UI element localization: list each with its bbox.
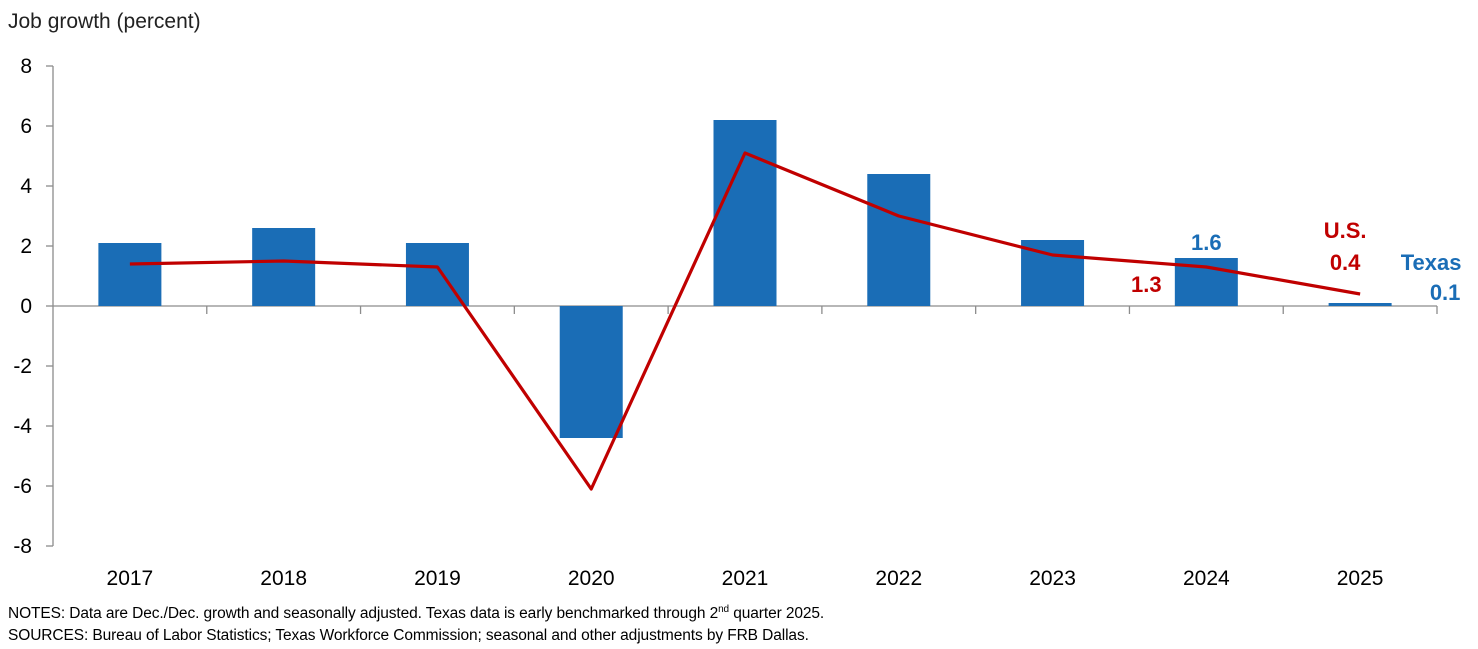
x-axis: 2017 2018 2019 2020 2021 2022 2023 2024 2025 xyxy=(53,305,1438,590)
x-tick-label: 2021 xyxy=(722,567,769,590)
y-tick-label: -2 xyxy=(13,355,32,378)
x-tick-label: 2017 xyxy=(107,567,154,590)
data-labels: 1.6 1.3 U.S. 0.4 Texas 0.1 xyxy=(1131,218,1461,305)
y-tick-label: 2 xyxy=(20,235,32,258)
bar-2020 xyxy=(559,306,623,438)
y-tick-label: 8 xyxy=(20,55,32,78)
x-tick-label: 2019 xyxy=(414,567,461,590)
bar-2025 xyxy=(1328,303,1392,306)
data-label-texas: 0.1 xyxy=(1430,280,1461,305)
y-tick-label: -8 xyxy=(13,535,32,558)
x-tick-label: 2022 xyxy=(875,567,922,590)
texas-bars xyxy=(98,120,1392,438)
notes-suffix: quarter 2025. xyxy=(729,605,825,623)
us-line xyxy=(129,151,1361,491)
data-label-us: 0.4 xyxy=(1330,250,1361,275)
bar-2017 xyxy=(98,243,162,306)
bar-2022 xyxy=(867,174,931,306)
data-label-texas: Texas xyxy=(1401,250,1462,275)
x-tick-label: 2025 xyxy=(1337,567,1384,590)
bar-2018 xyxy=(252,228,316,306)
y-tick-label: -6 xyxy=(13,475,32,498)
notes-text: NOTES: Data are Dec./Dec. growth and sea… xyxy=(8,604,824,623)
x-tick-label: 2024 xyxy=(1183,567,1230,590)
x-tick-label: 2020 xyxy=(568,567,615,590)
data-label-texas: 1.6 xyxy=(1191,230,1222,255)
x-tick-label: 2018 xyxy=(260,567,307,590)
y-tick-label: -4 xyxy=(13,415,32,438)
notes-superscript: nd xyxy=(718,604,730,615)
y-tick-label: 6 xyxy=(20,115,32,138)
sources-text: SOURCES: Bureau of Labor Statistics; Tex… xyxy=(8,627,809,644)
data-label-us: U.S. xyxy=(1324,218,1367,243)
data-label-us: 1.3 xyxy=(1131,272,1162,297)
y-tick-label: 0 xyxy=(20,295,32,318)
x-tick-label: 2023 xyxy=(1029,567,1076,590)
y-axis-label: Job growth (percent) xyxy=(8,10,201,33)
y-tick-label: 4 xyxy=(20,175,32,198)
y-axis: 8 6 4 2 0 -2 -4 -6 -8 xyxy=(13,55,54,558)
notes-prefix: NOTES: Data are Dec./Dec. growth and sea… xyxy=(8,605,719,623)
bar-2021 xyxy=(713,120,777,306)
